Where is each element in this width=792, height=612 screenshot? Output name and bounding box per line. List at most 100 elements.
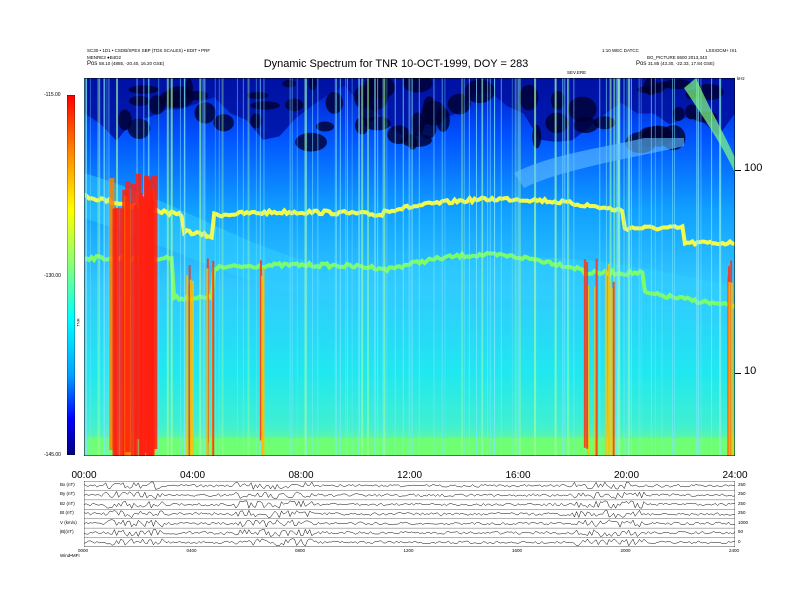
quiet-patch xyxy=(250,101,280,110)
quiet-patch xyxy=(685,104,698,120)
quiet-patch xyxy=(250,113,262,129)
burst-stripe xyxy=(247,78,250,456)
panel-trace xyxy=(84,519,735,528)
burst-stripe xyxy=(339,78,341,456)
burst-stripe xyxy=(626,78,628,456)
burst-stripe xyxy=(514,78,517,456)
x-tick-2000: 20:00 xyxy=(613,470,640,481)
burst-stripe xyxy=(630,78,632,456)
burst-stripe xyxy=(255,78,257,456)
burst-stripe xyxy=(289,78,291,456)
quiet-patch xyxy=(402,78,433,93)
burst-stripe xyxy=(203,78,205,456)
quiet-patch xyxy=(325,91,344,114)
burst-red xyxy=(583,259,586,448)
cyan-haze xyxy=(84,173,735,328)
burst-stripe xyxy=(494,78,496,456)
burst-stripe xyxy=(674,78,676,456)
freq-tick-10 xyxy=(735,373,741,374)
panel-right-value: 250 xyxy=(738,510,746,516)
burst-stripe xyxy=(367,78,370,456)
burst-stripe xyxy=(85,78,87,456)
panel-right-value: 250 xyxy=(738,491,746,497)
x-tick-2400: 24:00 xyxy=(722,470,748,481)
header-left-line1: SC30 • 1D1 • CSDB/SPEX SBP (TDS SCALES) … xyxy=(87,48,211,53)
burst-red xyxy=(188,284,191,456)
panel-trace xyxy=(84,509,735,519)
burst-stripe xyxy=(605,78,607,456)
freq-label-10: 10 xyxy=(744,365,757,377)
pos-right-value: 31.85 (43.30, -22.33, 17.84 GSE) xyxy=(648,61,715,66)
burst-stripe xyxy=(418,78,420,456)
header-right-line2: BG_PICTURE 8600 2013,343 xyxy=(647,55,708,60)
quiet-patch xyxy=(657,81,669,90)
colorbar-tick-mid: -130.00 xyxy=(44,273,61,279)
burst-red xyxy=(728,281,731,456)
burst-stripe xyxy=(204,78,206,456)
burst-stripe xyxy=(475,78,477,456)
burst-stripe xyxy=(460,78,463,456)
colorbar-tick-bottom: -145.00 xyxy=(44,452,61,458)
freq-tick-100 xyxy=(735,170,741,171)
burst-stripe xyxy=(433,78,435,456)
burst-stripe xyxy=(108,78,110,456)
header-right-line1: 1:10 WEC DATCC xyxy=(602,48,639,53)
burst-stripe xyxy=(672,78,674,456)
quiet-patch xyxy=(400,133,432,148)
burst-stripe xyxy=(481,78,483,456)
burst-stripe xyxy=(383,78,386,456)
burst-stripe xyxy=(221,78,224,456)
burst-stripe xyxy=(99,78,101,456)
quiet-patch xyxy=(532,124,542,149)
header-pos-right: Pos 31.85 (43.30, -22.33, 17.84 GSE) xyxy=(636,61,715,67)
pos-left-value: 58.10 (4885, -20.40, 16.20 GSE) xyxy=(99,61,165,66)
colorbar-label: TNR xyxy=(75,318,81,327)
burst-stripe xyxy=(638,78,640,456)
burst-stripe xyxy=(411,78,413,456)
quiet-patch xyxy=(315,121,335,132)
panel-trace xyxy=(84,528,735,538)
pos-right-prefix: Pos xyxy=(636,61,647,67)
burst-stripe xyxy=(564,78,566,456)
burst-stripe xyxy=(573,78,575,456)
burst-red xyxy=(612,281,615,456)
panel-right-value: 250 xyxy=(738,482,746,487)
panel-trace xyxy=(84,490,735,500)
upper-band xyxy=(84,192,735,248)
burst-stripe xyxy=(312,78,314,456)
burst-stripe xyxy=(719,78,721,456)
spectrogram xyxy=(84,78,735,456)
burst-stripe xyxy=(700,78,702,456)
quiet-patch xyxy=(213,114,234,132)
burst-stripe xyxy=(394,78,396,456)
quiet-patch xyxy=(118,109,132,131)
burst-stripe xyxy=(351,78,353,456)
burst-stripe xyxy=(358,78,360,456)
burst-stripe xyxy=(618,78,620,456)
aux-x-tick: 1600 xyxy=(512,548,523,553)
burst-stripe xyxy=(623,78,625,456)
panel-right-value: 50 xyxy=(738,529,744,535)
burst-stripe xyxy=(562,78,564,456)
quiet-patch xyxy=(593,116,616,130)
burst-stripe xyxy=(242,78,244,456)
burst-stripe xyxy=(500,78,502,456)
burst-stripe xyxy=(345,78,347,456)
x-tick-0400: 04:00 xyxy=(179,470,206,481)
panel-right-value: 250 xyxy=(738,500,746,506)
burst-stripe xyxy=(97,78,100,456)
severe-mark: SEV.ERE xyxy=(567,70,587,75)
quiet-patch xyxy=(636,85,665,94)
burst-stripe xyxy=(202,78,204,456)
diagonal-feature xyxy=(684,78,735,173)
burst-red xyxy=(730,282,733,456)
quiet-region xyxy=(84,78,735,142)
burst-stripe xyxy=(304,78,307,456)
burst-stripe xyxy=(346,78,348,456)
panel-right-value: 0 xyxy=(738,538,741,544)
burst-stripe xyxy=(263,78,265,456)
burst-stripe xyxy=(236,78,238,456)
burst-stripe xyxy=(599,78,601,456)
panel-label: By (nT) xyxy=(60,491,75,497)
burst-stripe xyxy=(720,78,722,456)
